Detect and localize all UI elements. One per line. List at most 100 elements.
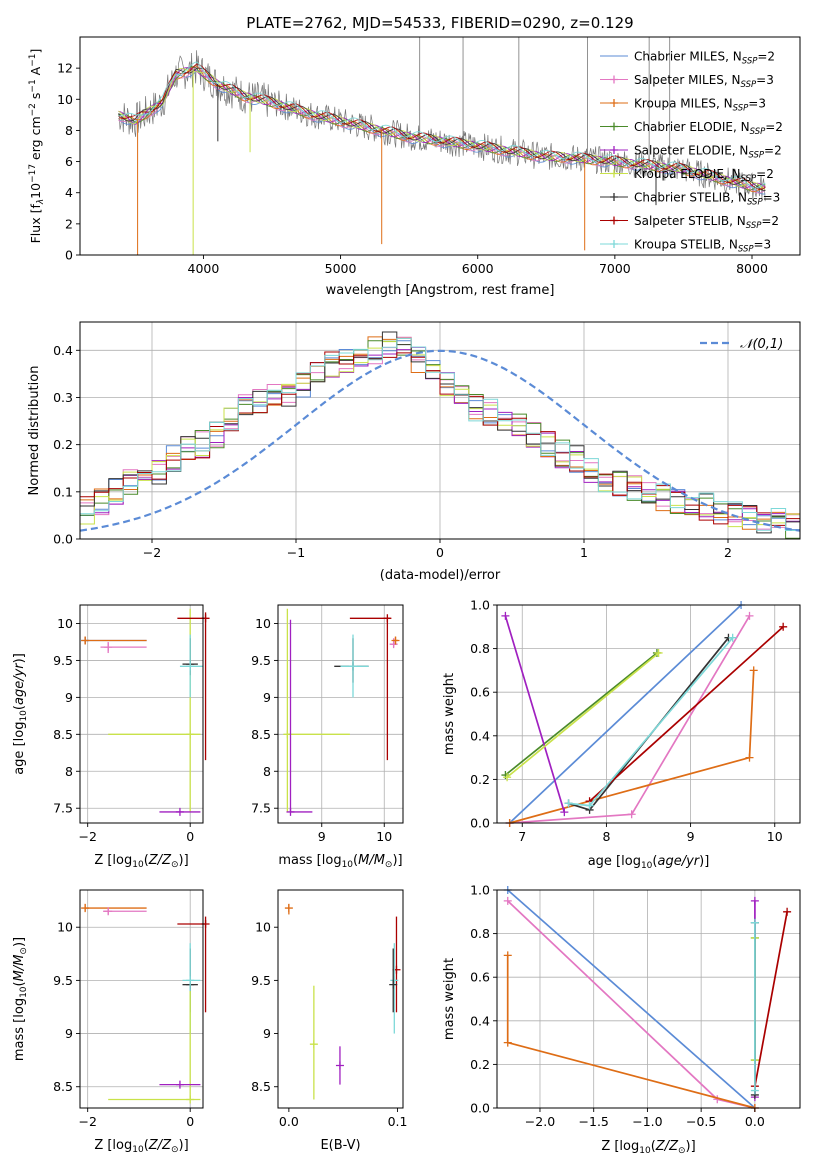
y-tick-label: 0.2 <box>470 1057 490 1072</box>
mass_vs_Z-ylabel: mass [log10(M/M⊙)] <box>12 937 29 1061</box>
weight-series-salpeter_miles <box>507 900 756 1109</box>
x-tick-label: −2 <box>78 1114 96 1129</box>
plus-marker <box>389 640 398 649</box>
axes-frame <box>79 889 204 1109</box>
y-tick-label: 8 <box>263 764 271 779</box>
weight-series-salpeter_miles <box>509 615 751 824</box>
y-tick-label: 9.5 <box>251 653 271 668</box>
plus-marker <box>564 799 573 808</box>
y-tick-label: 2 <box>65 216 73 231</box>
plus-marker <box>610 169 618 178</box>
weight_vs_Z-panel: −2.0 −1.5 −1.0 −0.5 0.0 0.0 0.2 0.4 0.6 0.8 1.0 Z [… <box>442 883 801 1156</box>
y-tick-label: 10 <box>57 92 73 107</box>
spectrum-plot-area <box>118 37 766 255</box>
y-tick-label: 0.1 <box>53 484 73 499</box>
y-tick-label: 10 <box>57 920 73 935</box>
plus-marker <box>610 122 618 131</box>
x-tick-label: −0.5 <box>686 1114 716 1129</box>
plus-marker <box>186 662 195 671</box>
y-tick-label: 0.3 <box>53 390 73 405</box>
plus-marker <box>104 907 113 916</box>
y-tick-label: 9.5 <box>53 973 73 988</box>
y-tick-label: 0.2 <box>470 772 490 787</box>
plus-marker <box>186 1095 195 1104</box>
weight-series-chabrier_miles <box>509 604 742 824</box>
plus-marker <box>783 907 792 916</box>
plus-marker <box>627 810 636 819</box>
weight_vs_age-panel: 7 8 9 10 0.0 0.2 0.4 0.6 0.8 1.0 age [log10(age/yr… <box>442 598 801 871</box>
x-tick-label: 4000 <box>188 261 220 276</box>
residuals-xlabel: (data-model)/error <box>380 568 501 583</box>
plus-marker <box>390 976 399 985</box>
y-tick-label: 0.2 <box>53 437 73 452</box>
y-tick-label: 6 <box>65 154 73 169</box>
plus-marker <box>104 643 113 652</box>
plus-marker <box>610 193 618 201</box>
age_vs_Z-ylabel: age [log10(age/yr)] <box>12 653 29 775</box>
axes-frame <box>496 889 801 1109</box>
weight_vs_Z-ylabel: mass weight <box>442 958 457 1040</box>
x-tick-label: 0.0 <box>279 1114 299 1129</box>
plus-marker <box>391 636 400 645</box>
legend-entry: Salpeter STELIB, NSSP=2 <box>634 214 779 231</box>
y-tick-label: 0.8 <box>470 926 490 941</box>
plus-marker <box>389 980 398 989</box>
plus-marker <box>779 622 788 631</box>
x-tick-label: 7000 <box>599 261 631 276</box>
plus-marker <box>501 611 510 620</box>
plus-marker <box>309 1040 318 1049</box>
y-tick-label: 4 <box>65 185 73 200</box>
plus-marker <box>745 753 754 762</box>
y-tick-label: 10 <box>255 616 271 631</box>
weight-series-salpeter_stelib <box>589 626 784 802</box>
y-tick-label: 0.6 <box>470 970 490 985</box>
x-tick-label: −1 <box>287 545 305 560</box>
plus-marker <box>560 808 569 817</box>
legend-entry: Chabrier MILES, NSSP=2 <box>634 50 775 67</box>
axes-frame <box>79 604 204 824</box>
plus-marker <box>750 1086 759 1095</box>
plus-marker <box>81 636 90 645</box>
x-tick-label: 0.0 <box>745 1114 765 1129</box>
y-tick-label: 7.5 <box>251 801 271 816</box>
legend-entry: Kroupa MILES, NSSP=3 <box>634 97 766 114</box>
y-tick-label: 9.5 <box>251 973 271 988</box>
plus-marker <box>610 99 618 107</box>
plus-marker <box>750 896 759 905</box>
histogram-kroupa_stelib <box>79 337 801 539</box>
legend-entry: Chabrier ELODIE, NSSP=2 <box>634 120 783 137</box>
plus-marker <box>610 75 618 84</box>
plus-marker <box>503 1038 512 1047</box>
mass_vs_Z-panel: −2 0 8.5 9 9.5 10 Z [log10(Z/Z⊙)] mass [log10(M… <box>12 889 210 1155</box>
weight-series-kroupa_elodie <box>506 652 660 778</box>
x-tick-label: 2 <box>724 545 732 560</box>
plus-marker <box>610 146 618 154</box>
axes-frame <box>496 604 801 824</box>
y-tick-label: 0 <box>65 248 73 263</box>
y-tick-label: 0.0 <box>53 532 73 547</box>
weight-series-salpeter_elodie <box>504 615 566 813</box>
x-tick-label: 6000 <box>462 261 494 276</box>
y-tick-label: 9.5 <box>53 653 73 668</box>
legend-entry: Kroupa STELIB, NSSP=3 <box>634 238 771 255</box>
x-tick-label: 8000 <box>736 261 768 276</box>
y-tick-label: 9 <box>263 690 271 705</box>
model-spectrum-chabrier_elodie <box>118 66 766 191</box>
mass_vs_Z-xlabel: Z [log10(Z/Z⊙)] <box>94 1138 188 1155</box>
age_vs_Z-panel: −2 0 7.5 8 8.5 9 9.5 10 Z [log10(Z/Z⊙)] age [log1… <box>12 604 210 870</box>
plus-marker <box>503 951 512 960</box>
spectrum-panel: 4000 5000 6000 7000 8000 0 2 4 6 8 10 12 wavelength … <box>28 36 801 298</box>
residuals-panel: −2 −1 0 1 2 0.0 0.1 0.2 0.3 0.4 (data-model)/error… <box>27 321 801 583</box>
y-tick-label: 0.4 <box>470 728 490 743</box>
x-tick-label: 0.1 <box>388 1114 408 1129</box>
legend-entry: Salpeter MILES, NSSP=3 <box>634 73 774 90</box>
spectrum-title: PLATE=2762, MJD=54533, FIBERID=0290, z=0… <box>246 14 633 32</box>
axes-frame <box>277 604 404 824</box>
x-tick-label: −2 <box>78 829 96 844</box>
x-tick-label: 7 <box>518 829 526 844</box>
y-tick-label: 10 <box>57 616 73 631</box>
x-tick-label: −1.5 <box>579 1114 609 1129</box>
plus-marker <box>175 807 184 816</box>
weight-series-chabrier_elodie <box>504 652 658 776</box>
